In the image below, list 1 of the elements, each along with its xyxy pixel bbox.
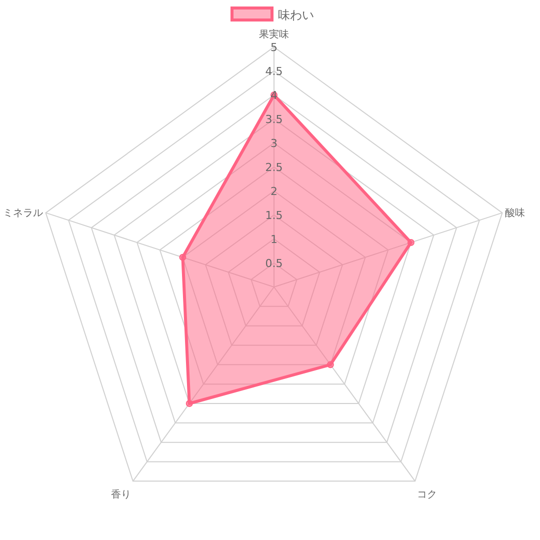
- legend-label: 味わい: [278, 8, 314, 22]
